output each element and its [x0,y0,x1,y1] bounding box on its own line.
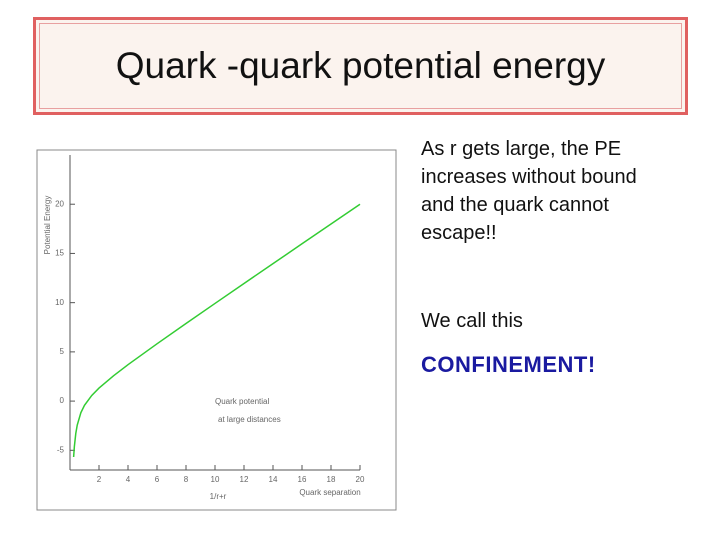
x-tick-label: 14 [269,475,278,484]
x-tick-label: 6 [155,475,160,484]
title-box: Quark -quark potential energy [33,17,688,115]
paragraph-line: increases without bound [421,166,637,188]
y-tick-label: 5 [60,347,65,356]
paragraph-line: As r gets large, the PE [421,138,622,160]
x-tick-label: 12 [240,475,249,484]
formula: 1/r+r [210,492,227,501]
emphasis: CONFINEMENT! [421,352,596,377]
x-tick-label: 16 [298,475,307,484]
x-tick-label: 10 [211,475,220,484]
x-tick-label: 20 [356,475,365,484]
y-tick-label: 10 [55,298,64,307]
paragraph-line: and the quark cannot [421,194,609,216]
y-tick-label: 20 [55,199,64,208]
annotation: at large distances [218,415,281,424]
chart-frame [36,149,397,511]
x-tick-label: 2 [97,475,102,484]
line [72,203,361,458]
y-axis-label: Potential Energy [43,196,52,255]
x-tick-label: 18 [327,475,336,484]
paragraph-line: escape!! [421,222,497,244]
x-axis-label: Quark separation [299,488,360,497]
text-block: As r gets large, the PE increases withou… [421,135,637,379]
y-tick-label: 15 [55,249,64,258]
annotation: Quark potential [215,397,269,406]
x-tick-label: 4 [126,475,131,484]
title: Quark -quark potential energy [39,23,682,109]
y-tick-label: 0 [60,396,65,405]
paragraph: We call this [421,310,523,332]
y-tick-label: -5 [57,445,65,454]
x-tick-label: 8 [184,475,189,484]
